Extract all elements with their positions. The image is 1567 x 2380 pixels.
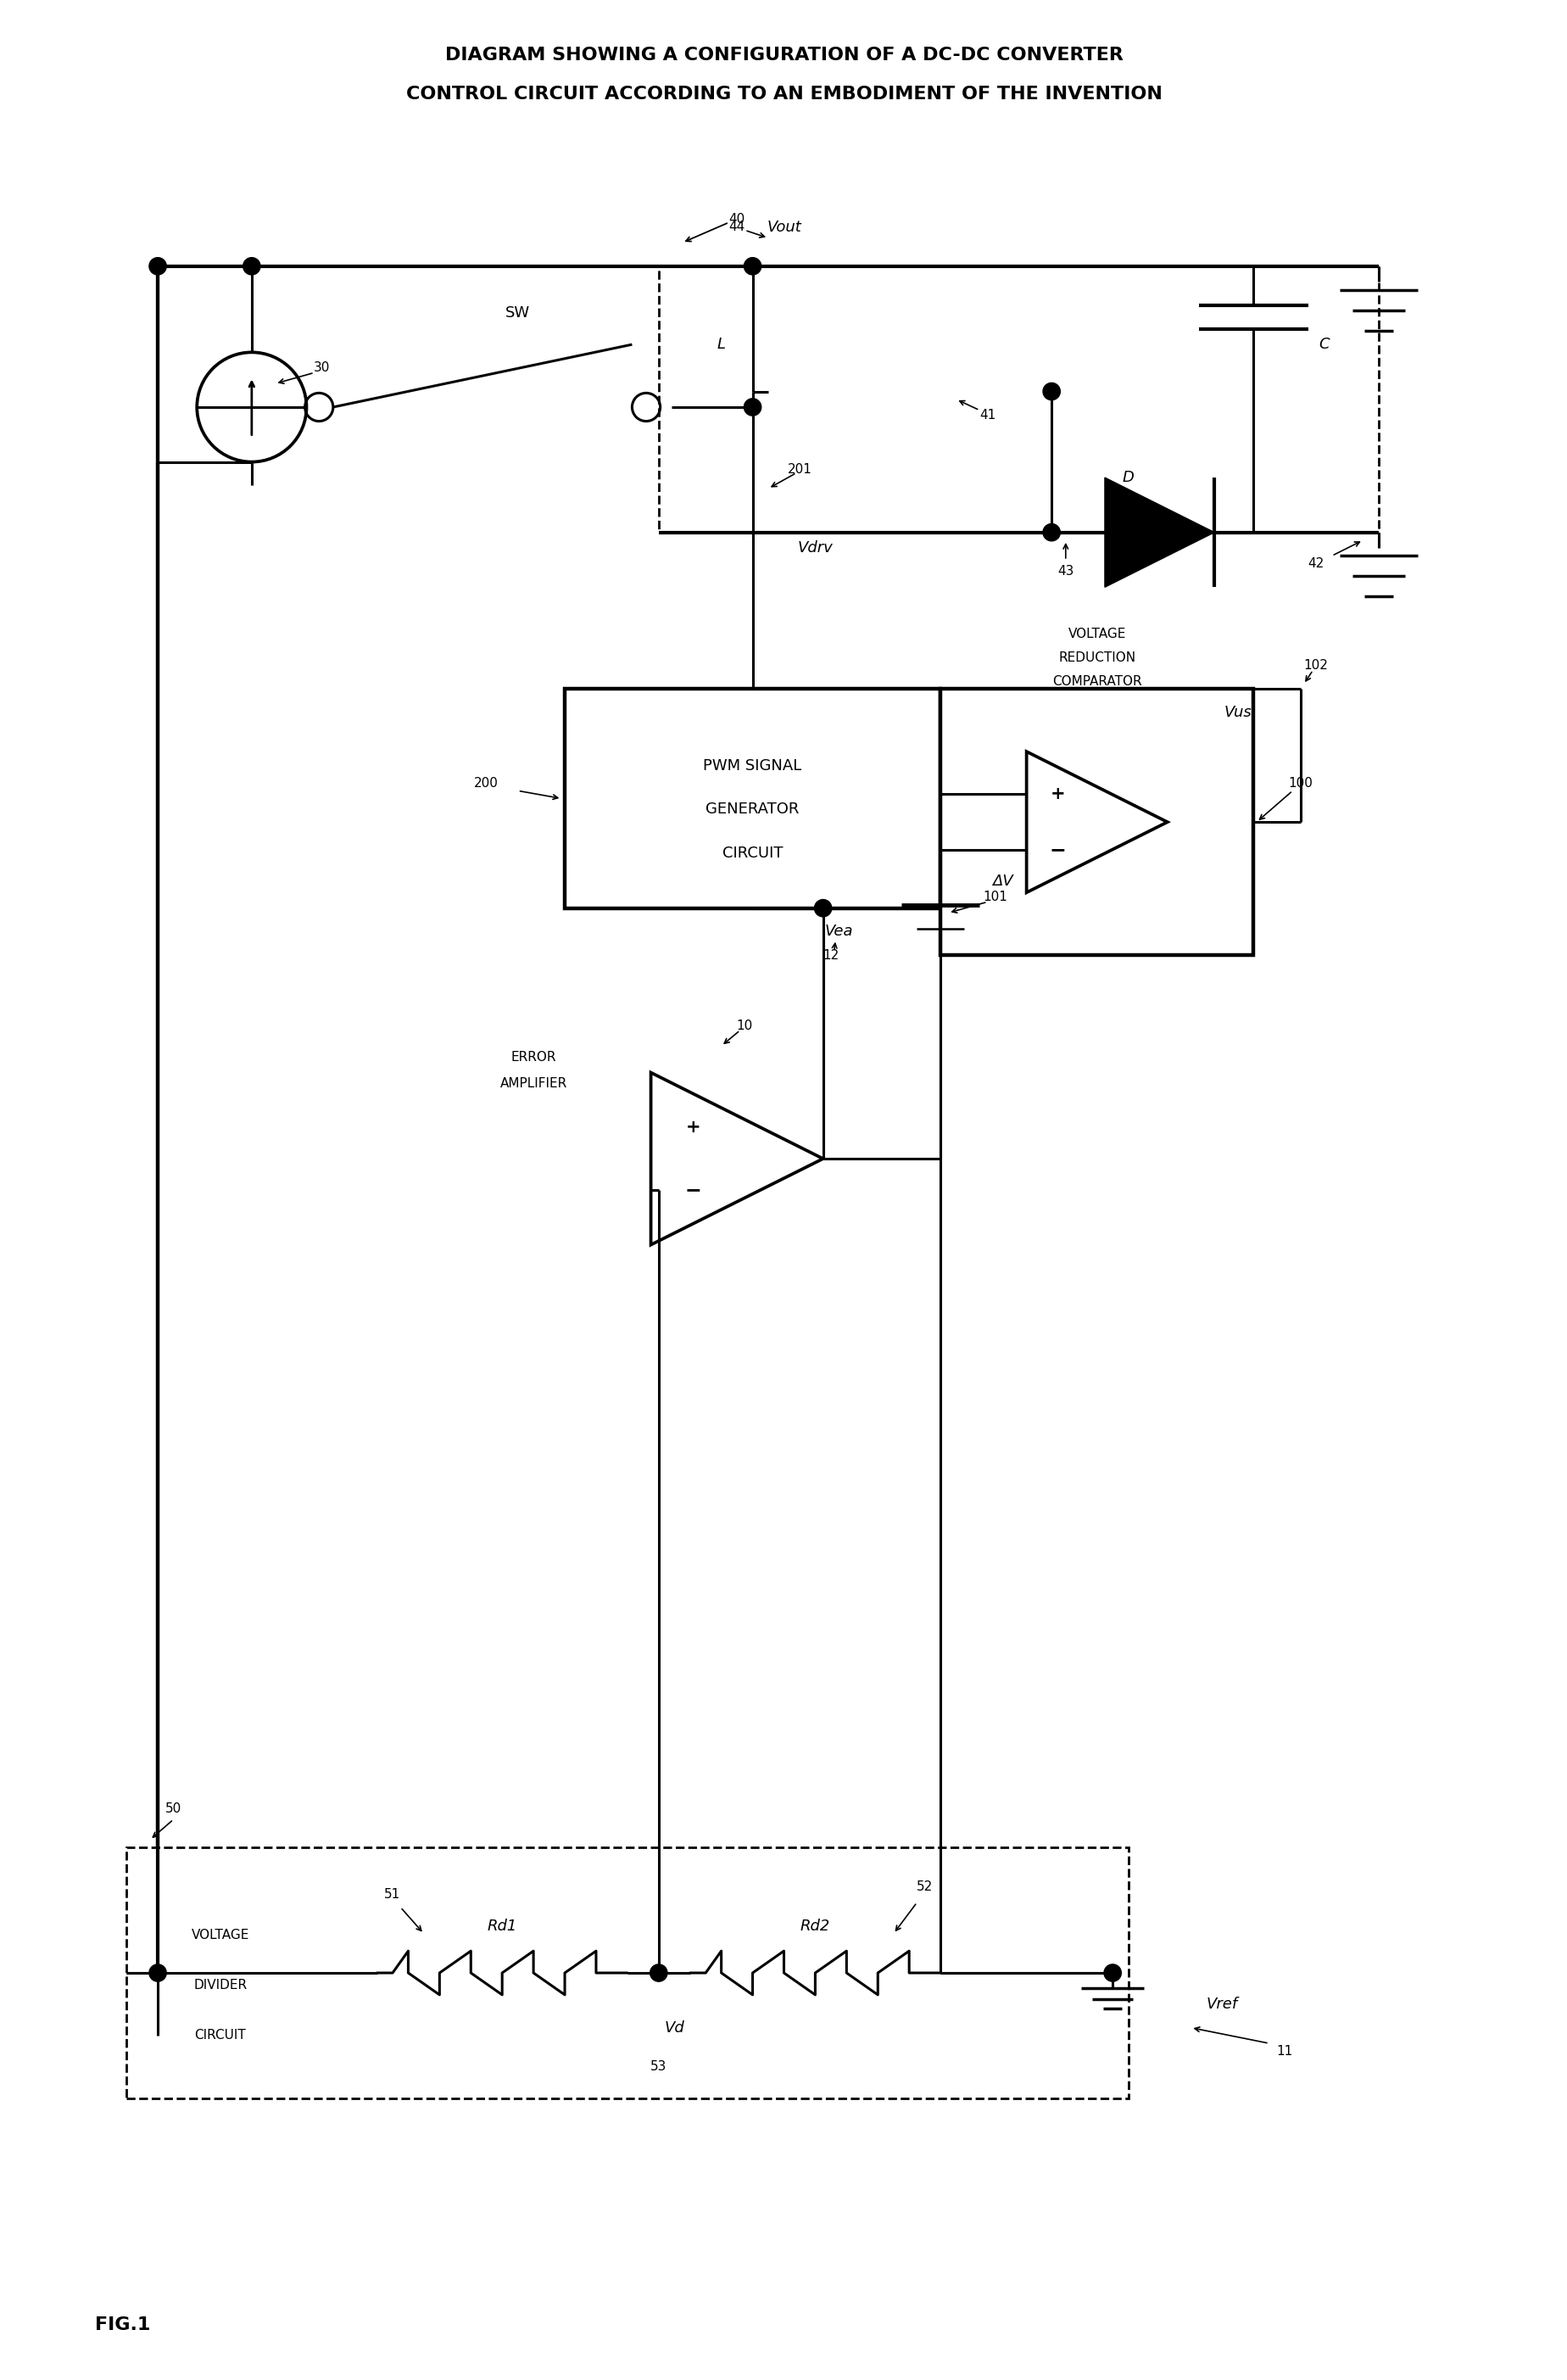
Bar: [564, 688, 940, 909]
Text: Vref: Vref: [1205, 1997, 1238, 2011]
Text: DIAGRAM SHOWING A CONFIGURATION OF A DC-DC CONVERTER: DIAGRAM SHOWING A CONFIGURATION OF A DC-…: [445, 45, 1122, 64]
Text: ERROR: ERROR: [511, 1050, 556, 1064]
Circle shape: [1042, 383, 1059, 400]
Circle shape: [149, 1963, 166, 1983]
Text: 50: 50: [165, 1802, 182, 1816]
Text: CIRCUIT: CIRCUIT: [194, 2030, 246, 2042]
Text: Vea: Vea: [824, 923, 852, 940]
Bar: [940, 688, 1254, 954]
Text: C: C: [1318, 338, 1329, 352]
Text: Rd2: Rd2: [799, 1918, 831, 1933]
Text: 52: 52: [917, 1880, 932, 1892]
Text: SW: SW: [505, 305, 530, 321]
Text: −: −: [685, 1180, 700, 1200]
Bar: [658, 267, 1377, 533]
Text: 10: 10: [736, 1019, 752, 1033]
Text: DIVIDER: DIVIDER: [194, 1980, 248, 1992]
Circle shape: [1042, 524, 1059, 540]
Text: 12: 12: [823, 950, 838, 962]
Polygon shape: [1105, 478, 1214, 588]
Text: CONTROL CIRCUIT ACCORDING TO AN EMBODIMENT OF THE INVENTION: CONTROL CIRCUIT ACCORDING TO AN EMBODIME…: [406, 86, 1161, 102]
Text: 51: 51: [384, 1887, 401, 1902]
Text: AMPLIFIER: AMPLIFIER: [500, 1078, 567, 1090]
Text: 30: 30: [313, 362, 331, 374]
Text: ΔV: ΔV: [992, 873, 1012, 890]
Text: Vus: Vus: [1224, 704, 1250, 721]
Text: 41: 41: [979, 409, 995, 421]
Bar: [127, 1847, 1128, 2099]
Text: REDUCTION: REDUCTION: [1058, 652, 1135, 664]
Text: 11: 11: [1276, 2044, 1293, 2059]
Text: PWM SIGNAL: PWM SIGNAL: [704, 759, 801, 774]
Text: D: D: [1122, 469, 1133, 486]
Text: 44: 44: [729, 221, 744, 233]
Text: COMPARATOR: COMPARATOR: [1051, 676, 1141, 688]
Text: L: L: [716, 338, 726, 352]
Text: Rd1: Rd1: [487, 1918, 517, 1933]
Text: 53: 53: [650, 2061, 666, 2073]
Text: Vdrv: Vdrv: [798, 540, 832, 555]
Text: Vd: Vd: [664, 2021, 685, 2035]
Text: CIRCUIT: CIRCUIT: [722, 845, 782, 862]
Text: 43: 43: [1056, 564, 1073, 578]
Text: GENERATOR: GENERATOR: [705, 802, 799, 816]
Text: Vout: Vout: [766, 219, 801, 236]
Circle shape: [813, 900, 831, 916]
Circle shape: [1103, 1963, 1120, 1983]
Circle shape: [650, 1963, 668, 1983]
Text: +: +: [1050, 785, 1064, 802]
Text: 201: 201: [787, 464, 812, 476]
Text: VOLTAGE: VOLTAGE: [191, 1928, 249, 1942]
Circle shape: [744, 397, 762, 416]
Text: 102: 102: [1304, 659, 1327, 671]
Text: 101: 101: [983, 890, 1008, 904]
Text: −: −: [1048, 840, 1066, 862]
Text: +: +: [685, 1119, 700, 1135]
Text: 100: 100: [1288, 776, 1312, 790]
Circle shape: [744, 257, 762, 274]
Text: FIG.1: FIG.1: [96, 2316, 150, 2335]
Circle shape: [149, 257, 166, 274]
Text: VOLTAGE: VOLTAGE: [1067, 628, 1125, 640]
Text: 42: 42: [1307, 557, 1324, 571]
Text: 40: 40: [729, 212, 744, 226]
Text: 200: 200: [473, 776, 498, 790]
Circle shape: [243, 257, 260, 274]
